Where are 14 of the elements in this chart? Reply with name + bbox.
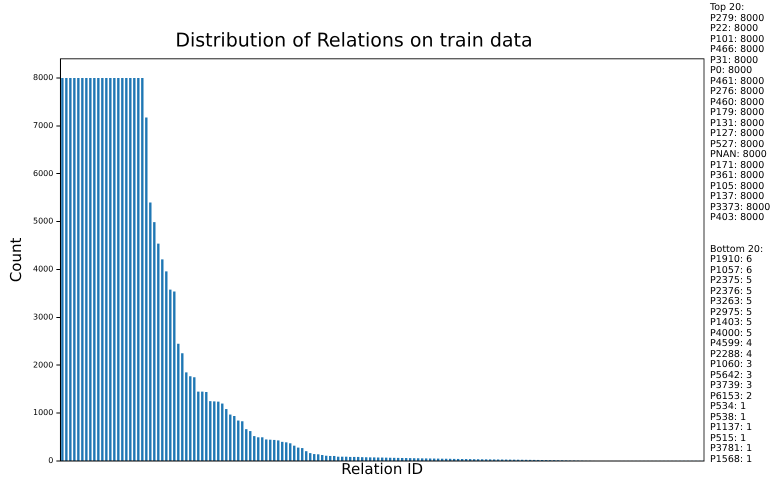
text: Bottom 20: P1910: 6 P1057: 6 P2375: 5 P2376: 5 P3263: 5 P2975: 5 P1403: 5 P4000: 5 P4599: 4 P2288: 4 P1060: 3 P5642: 3 P3739: 3 P6153: 2 P534: 1 P538: 1 P1137: 1 P515: 1 P3781: 1 P1568: 1 xyxy=(710,244,764,464)
y-tick-label: 6000 xyxy=(33,168,54,178)
text: Top 20: P279: 8000 P22: 8000 P101: 8000 P466: 8000 P31: 8000 P0: 8000 P461: 8000 P276: 8000 P460: 8000 P179: 8000 P131: 8000 P127: 8000 P527: 8000 PNAN: 8000 P171: 8000 P361: 8000 P105: 8000 P137: 8000 P3373: 8000 P403: 8000 xyxy=(710,2,770,223)
y-axis-title: Count xyxy=(6,238,25,282)
y-tick-label: 7000 xyxy=(33,120,54,130)
y-tick-label: 1000 xyxy=(33,408,54,418)
y-tick-label: 5000 xyxy=(33,216,54,226)
y-tick-label: 8000 xyxy=(33,73,54,82)
y-tick-label: 0 xyxy=(48,456,54,466)
y-tick-label: 2000 xyxy=(33,360,54,370)
chart-title: Distribution of Relations on train data xyxy=(175,29,533,52)
y-tick-label: 3000 xyxy=(33,312,54,322)
y-tick-label: 4000 xyxy=(33,264,54,274)
x-axis-title: Relation ID xyxy=(341,460,424,478)
